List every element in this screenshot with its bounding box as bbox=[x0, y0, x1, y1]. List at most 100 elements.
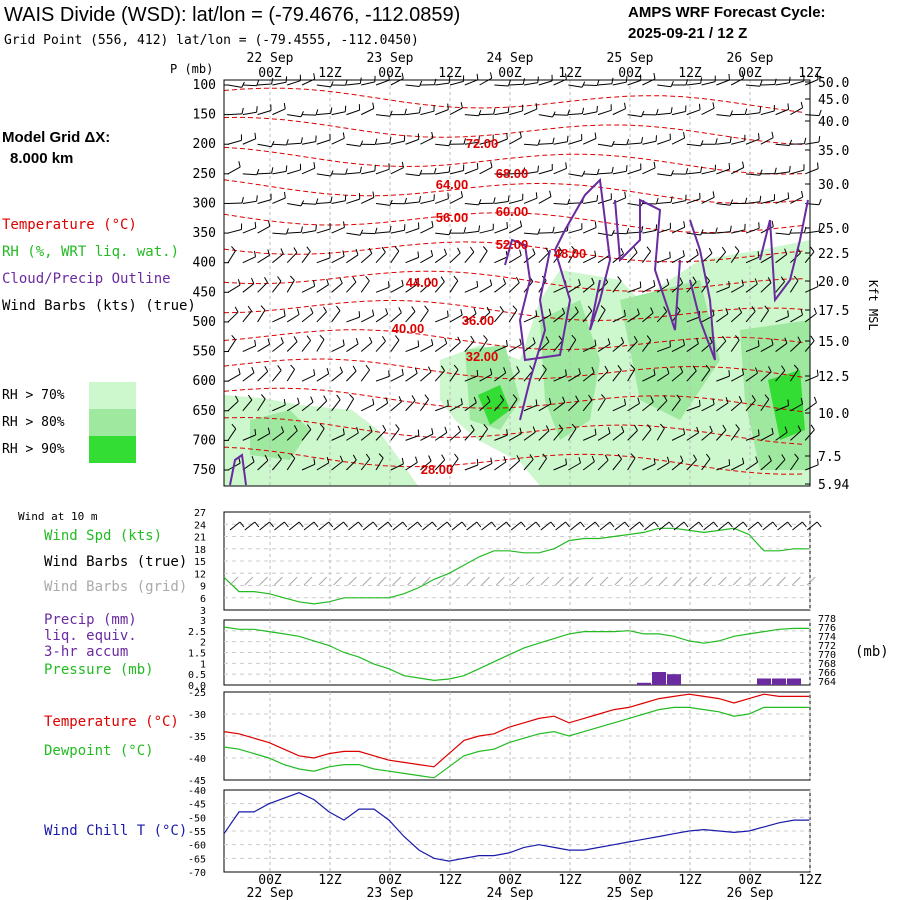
wind-barb bbox=[479, 373, 493, 382]
wind-barb-flag bbox=[751, 395, 756, 401]
wind-barb-flag bbox=[700, 166, 703, 173]
y-tick-label: 1.5 bbox=[188, 649, 206, 660]
wind-barb bbox=[612, 342, 625, 352]
wind-barb bbox=[642, 229, 657, 234]
wind-barb-flag bbox=[696, 426, 699, 433]
grid-wind-barb bbox=[496, 576, 505, 586]
y-tick-label: -55 bbox=[188, 827, 206, 838]
wind-barb bbox=[627, 368, 636, 382]
wind-barb bbox=[671, 226, 685, 234]
wind-barb bbox=[656, 428, 665, 441]
wind-barb-flag bbox=[594, 250, 597, 257]
true-wind-barb bbox=[422, 521, 433, 531]
wind-barb bbox=[449, 403, 463, 412]
wind-barb bbox=[494, 434, 508, 441]
wind-barb-flag bbox=[457, 247, 461, 254]
wind-barb-flag bbox=[339, 366, 343, 373]
wind-barb-flag bbox=[722, 335, 727, 342]
wind-barb bbox=[479, 284, 492, 293]
wind-barb bbox=[331, 282, 343, 293]
pressure-tick-label: 750 bbox=[193, 463, 216, 478]
wind-barb-flag bbox=[653, 369, 656, 376]
true-wind-barb-flag bbox=[313, 521, 319, 528]
wind-barb bbox=[523, 82, 538, 86]
wind-barb-flag bbox=[803, 137, 807, 144]
wind-barb-flag bbox=[787, 103, 790, 110]
wind-barb-flag bbox=[789, 228, 793, 235]
wind-barb-flag bbox=[774, 167, 777, 174]
wind-barb bbox=[420, 137, 434, 145]
wind-barb-flag bbox=[789, 139, 793, 146]
wind-barb-flag bbox=[633, 336, 638, 342]
wind-barb bbox=[716, 429, 727, 441]
wind-barb bbox=[508, 255, 522, 264]
wind-barb-flag bbox=[419, 169, 423, 176]
true-wind-barb-flag bbox=[520, 521, 526, 528]
wind-barb bbox=[701, 170, 716, 175]
wind-barb-flag bbox=[567, 198, 571, 205]
wind-barb bbox=[316, 202, 331, 204]
wind-barb-flag bbox=[490, 457, 493, 464]
wind-barb bbox=[745, 311, 756, 323]
wind-barb bbox=[405, 173, 420, 177]
wind-barb bbox=[360, 197, 375, 204]
wind-barb-flag bbox=[431, 338, 434, 346]
true-wind-barb bbox=[747, 521, 759, 531]
top-hour-label: 12Z bbox=[318, 66, 342, 81]
grid-wind-barb bbox=[673, 576, 683, 586]
pressure-right-tick: 774 bbox=[818, 632, 836, 643]
wind-barb bbox=[627, 169, 642, 175]
wind-barb-flag bbox=[604, 365, 609, 372]
true-wind-barb-flag bbox=[816, 521, 822, 528]
wind-barb-flag bbox=[646, 246, 651, 252]
wind-barb bbox=[449, 196, 463, 204]
true-wind-barb bbox=[436, 521, 448, 531]
true-wind-barb bbox=[274, 521, 285, 531]
wind-barb bbox=[745, 173, 760, 176]
wind-barb bbox=[582, 310, 593, 323]
true-wind-barb bbox=[496, 521, 507, 531]
wind-barb bbox=[286, 458, 296, 471]
wind-barb bbox=[301, 141, 316, 145]
wind-barb-flag bbox=[431, 131, 434, 138]
pressure-line bbox=[223, 626, 809, 682]
wind-barb bbox=[316, 311, 327, 323]
wind-barb-flag bbox=[342, 250, 345, 257]
wind-barb-flag bbox=[310, 307, 314, 314]
wind-barb-flag bbox=[611, 166, 614, 173]
wind-barb bbox=[405, 283, 418, 293]
wind-barb-flag bbox=[404, 197, 407, 204]
wind-barb bbox=[745, 345, 760, 353]
wind-barb-flag bbox=[742, 457, 745, 464]
wind-barb bbox=[612, 170, 627, 175]
bottom-hour-label: 12Z bbox=[798, 873, 822, 888]
wind-barb bbox=[479, 77, 493, 86]
wind-barb bbox=[568, 400, 579, 412]
wind-barb-flag bbox=[561, 307, 566, 314]
height-tick-label: 15.0 bbox=[818, 335, 849, 350]
true-wind-barb-flag bbox=[239, 521, 245, 528]
wind-barb bbox=[405, 346, 419, 353]
wind-barb bbox=[671, 371, 684, 382]
true-wind-barb bbox=[333, 521, 344, 531]
top-day-label: 26 Sep bbox=[727, 51, 774, 66]
top-hour-label: 00Z bbox=[738, 66, 762, 81]
wind-barb-flag bbox=[800, 308, 803, 316]
true-wind-barb-flag bbox=[461, 521, 467, 528]
pressure-right-tick: 768 bbox=[818, 659, 836, 670]
wind-barb bbox=[405, 201, 420, 204]
wind-barb bbox=[804, 286, 819, 293]
model-grid-label: Model Grid ΔX: 8.000 km bbox=[2, 127, 110, 169]
wind-barb-flag bbox=[634, 425, 638, 431]
wind-barb bbox=[716, 202, 731, 206]
wind-barb bbox=[745, 256, 760, 264]
wind-barb bbox=[257, 460, 269, 471]
top-hour-label: 00Z bbox=[378, 66, 402, 81]
wind-barb-flag bbox=[637, 308, 640, 315]
true-wind-barb-flag bbox=[683, 521, 689, 528]
wind-barb-flag bbox=[365, 453, 371, 460]
wind-barb-flag bbox=[519, 220, 523, 227]
wind-barb bbox=[582, 283, 595, 293]
wind-barb bbox=[434, 343, 447, 352]
wind-barb-flag bbox=[755, 367, 758, 374]
